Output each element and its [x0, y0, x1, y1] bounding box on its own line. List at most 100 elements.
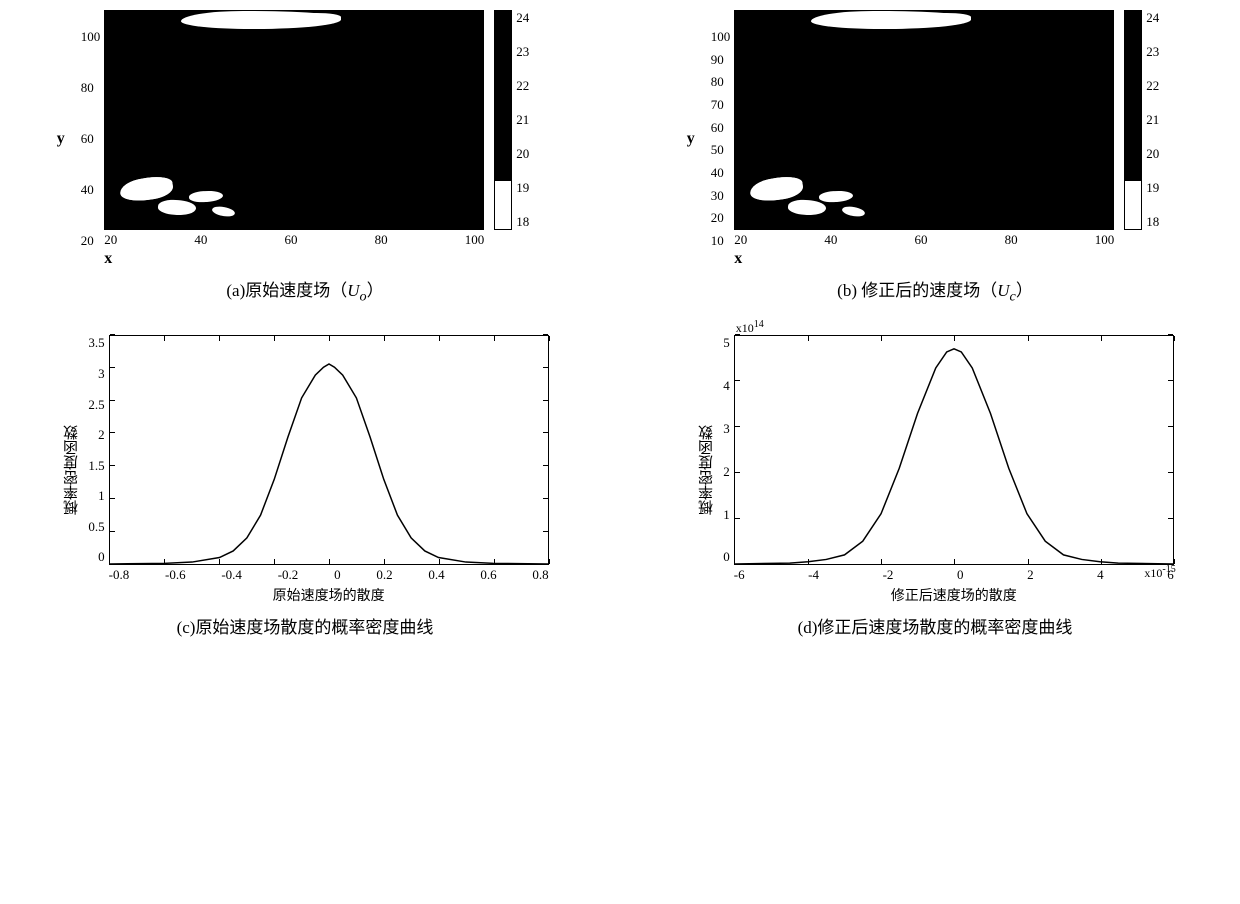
tick-label: 0.8 — [532, 567, 548, 583]
tick-label: 60 — [915, 232, 928, 248]
caption-prefix: (b) — [837, 281, 861, 300]
xlabel-b: x — [734, 250, 1114, 268]
linechart-d: 概率密度函数 012345 x1014 -6-4-20246 x10-15 修正… — [640, 335, 1230, 605]
xlabel-d: 修正后速度场的散度 — [734, 585, 1174, 605]
xticks-b: 20 40 60 80 100 — [734, 232, 1114, 248]
xticks-c: -0.8-0.6-0.4-0.200.20.40.60.8 — [109, 567, 549, 583]
tick-label: -0.4 — [221, 567, 242, 583]
linechart-c: 概率密度函数 00.511.522.533.5 -0.8-0.6-0.4-0.2… — [10, 335, 600, 605]
tick-label: 0 — [88, 549, 104, 565]
caption-text: 原始速度场散度的概率密度曲线 — [195, 618, 433, 637]
tick-label: 2 — [1027, 567, 1034, 583]
tick-label: 3 — [723, 421, 730, 437]
xlabel-a: x — [104, 250, 484, 268]
tick-label: 0 — [723, 549, 730, 565]
tick-label: 5 — [723, 335, 730, 351]
xlabel-c: 原始速度场的散度 — [109, 585, 549, 605]
tick-label: 100 — [465, 232, 485, 248]
tick-label: 100 — [1095, 232, 1115, 248]
curve-d — [735, 336, 1173, 564]
panel-d: 概率密度函数 012345 x1014 -6-4-20246 x10-15 修正… — [640, 335, 1230, 638]
tick-label: 23 — [516, 44, 529, 60]
caption-symbol: Uc — [997, 281, 1016, 300]
heatmap-b: y 102030405060708090100 20406080100 x 24… — [640, 10, 1230, 268]
tick-label: 20 — [1146, 146, 1159, 162]
colorbar-strip-b — [1124, 10, 1142, 230]
caption-prefix: (d) — [798, 618, 818, 637]
caption-suffix: ） — [1016, 281, 1033, 300]
tick-label: 18 — [1146, 214, 1159, 230]
tick-label: 0 — [334, 567, 341, 583]
tick-label: 2.5 — [88, 397, 104, 413]
caption-text: 修正后的速度场（ — [861, 281, 997, 300]
ylabel-d: 概率密度函数 — [696, 425, 717, 515]
tick-label: 20 — [81, 233, 101, 249]
tick-label: 18 — [516, 214, 529, 230]
tick-label: -4 — [808, 567, 819, 583]
tick-label: 2 — [723, 464, 730, 480]
tick-label: 20 — [711, 210, 731, 226]
xticks-a: 20 40 60 80 100 — [104, 232, 484, 248]
yticks-b: 102030405060708090100 — [711, 29, 731, 249]
tick-label: 100 — [711, 29, 731, 45]
tick-label: 24 — [516, 10, 529, 26]
ylabel-a: y — [57, 130, 65, 148]
tick-label: 1 — [88, 488, 104, 504]
tick-label: -0.6 — [165, 567, 186, 583]
yticks-a: 20406080100 — [81, 29, 101, 249]
yaxis-c: 概率密度函数 — [61, 335, 88, 605]
line-plot-c — [109, 335, 549, 565]
figure-grid: y 20406080100 20406080100 x 242322212019… — [10, 10, 1230, 638]
tick-label: 0.5 — [88, 519, 104, 535]
tick-label: 20 — [734, 232, 747, 248]
yaxis-b: y 102030405060708090100 — [711, 10, 735, 268]
curve-c — [110, 336, 548, 564]
tick-label: 0.6 — [480, 567, 496, 583]
tick-label: 80 — [711, 74, 731, 90]
tick-label: 80 — [375, 232, 388, 248]
caption-symbol: Uo — [347, 281, 366, 300]
tick-label: 90 — [711, 52, 731, 68]
tick-label: 4 — [723, 378, 730, 394]
heatmap-plot-b — [734, 10, 1114, 230]
tick-label: 30 — [711, 188, 731, 204]
tick-label: 40 — [81, 182, 101, 198]
tick-label: 70 — [711, 97, 731, 113]
tick-label: 19 — [516, 180, 529, 196]
caption-a: (a)原始速度场（Uo） — [10, 276, 600, 305]
tick-label: 20 — [104, 232, 117, 248]
caption-prefix: (a) — [226, 281, 245, 300]
colorbar-a: 24232221201918 — [494, 10, 529, 268]
yaxis-a: y 20406080100 — [81, 10, 105, 268]
tick-label: 3.5 — [88, 335, 104, 351]
panel-b: y 102030405060708090100 20406080100 x 24… — [640, 10, 1230, 305]
xticks-d: -6-4-20246 — [734, 567, 1174, 583]
tick-label: 40 — [194, 232, 207, 248]
tick-label: 100 — [81, 29, 101, 45]
tick-label: 40 — [824, 232, 837, 248]
ylabel-b: y — [687, 130, 695, 148]
tick-label: 1.5 — [88, 458, 104, 474]
ylabel-c: 概率密度函数 — [61, 425, 82, 515]
tick-label: -0.2 — [278, 567, 299, 583]
tick-label: 21 — [1146, 112, 1159, 128]
yticks-d: 012345 — [723, 335, 730, 565]
caption-text: 原始速度场（ — [245, 281, 347, 300]
tick-label: 60 — [285, 232, 298, 248]
tick-label: 0.4 — [428, 567, 444, 583]
tick-label: -0.8 — [109, 567, 130, 583]
colorbar-b: 24232221201918 — [1124, 10, 1159, 268]
colorbar-ticks-a: 24232221201918 — [516, 10, 529, 230]
yaxis-d: 概率密度函数 — [696, 335, 723, 605]
tick-label: 2 — [88, 427, 104, 443]
x-exponent-d: x10-15 — [1144, 564, 1175, 581]
caption-c: (c)原始速度场散度的概率密度曲线 — [10, 613, 600, 638]
tick-label: 80 — [1005, 232, 1018, 248]
tick-label: -2 — [883, 567, 894, 583]
tick-label: 20 — [516, 146, 529, 162]
caption-text: 修正后速度场散度的概率密度曲线 — [817, 618, 1072, 637]
tick-label: 24 — [1146, 10, 1159, 26]
tick-label: 50 — [711, 142, 731, 158]
colorbar-strip-a — [494, 10, 512, 230]
tick-label: 23 — [1146, 44, 1159, 60]
